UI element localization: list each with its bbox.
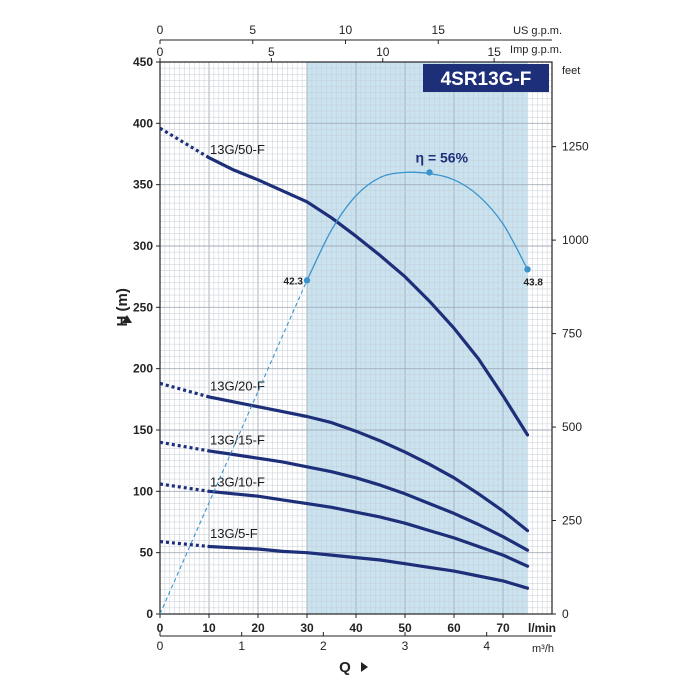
lmin-unit: l/min [528,621,556,635]
head-curves: 13G/50-F 13G/20-F 13G/15-F 13G/10-F 13G/5-F [159,126,530,590]
x-tick-label: 20 [251,621,265,635]
x-axis-title: Q [339,659,351,676]
efficiency-curve-dashed [159,280,308,615]
feet-tick-label: 1250 [562,140,589,154]
us-tick-label: 10 [339,23,353,37]
feet-tick-label: 750 [562,327,582,341]
m3h-tick-label: 2 [320,639,327,653]
m3h-unit: m³/h [532,643,554,655]
y-tick-label: 100 [133,484,153,498]
head-curve-line [207,449,530,552]
head-curve-dashed [159,440,210,453]
m3h-tick-label: 0 [157,639,164,653]
imp-gpm-unit: Imp g.p.m. [510,44,562,56]
head-curve-label: 13G/50-F [210,142,265,157]
imp-tick-label: 10 [376,45,390,59]
x-tick-label: 40 [349,621,363,635]
feet-tick-label: 0 [562,607,569,621]
head-curve-line [207,544,530,590]
efficiency-right-label: 43.8 [524,277,544,288]
feet-tick-label: 250 [562,514,582,528]
head-curve-label: 13G/15-F [210,433,265,448]
x-tick-label: 10 [202,621,216,635]
efficiency-peak-label: η = 56% [416,149,469,165]
x-tick-label: 0 [157,621,164,635]
us-tick-label: 0 [157,23,164,37]
imp-tick-label: 0 [157,45,164,59]
m3h-tick-label: 3 [402,639,409,653]
imp-tick-label: 5 [268,45,275,59]
head-curve-dashed [159,540,210,549]
y-tick-label: 250 [133,300,153,314]
y-tick-label: 400 [133,116,153,130]
grid [160,62,552,614]
y-tick-label: 150 [133,423,153,437]
x-tick-label: 70 [496,621,510,635]
m3h-tick-label: 1 [238,639,245,653]
y-tick-label: 200 [133,362,153,376]
y-tick-label: 0 [146,607,153,621]
us-gpm-unit: US g.p.m. [513,25,562,37]
feet-tick-label: 500 [562,420,582,434]
feet-unit: feet [562,65,580,77]
efficiency-marker [524,266,531,273]
us-tick-label: 15 [432,23,446,37]
y-tick-label: 300 [133,239,153,253]
efficiency-curve: 42.3 43.8 η = 56% [159,149,544,615]
axis-ticks: 0 10 20 30 40 50 60 700 1 2 3 40 5 10 150 5 10 1505010015… [133,23,589,653]
imp-tick-label: 15 [487,45,501,59]
head-curve-label: 13G/20-F [210,379,265,394]
model-title-box: 4SR13G-F [423,64,549,92]
efficiency-prefix: η = [416,149,441,165]
x-tick-label: 50 [398,621,412,635]
y-tick-label: 50 [140,546,154,560]
m3h-tick-label: 4 [483,639,490,653]
feet-tick-label: 1000 [562,233,589,247]
y-tick-label: 350 [133,178,153,192]
efficiency-curve-line [306,171,529,281]
y-tick-label: 450 [133,55,153,69]
x-tick-label: 60 [447,621,461,635]
head-curve-label: 13G/5-F [210,526,258,541]
efficiency-marker [303,277,311,284]
x-tick-label: 30 [300,621,314,635]
efficiency-peak-value: 56% [440,149,469,165]
head-curve-label: 13G/10-F [210,474,265,489]
head-curve-dashed [159,482,210,493]
efficiency-left-label: 42.3 [284,276,304,287]
head-curve-line [207,156,530,437]
y-axis-arrow-icon [122,315,132,323]
head-curve-line [207,489,530,568]
model-title: 4SR13G-F [441,69,532,90]
us-tick-label: 5 [249,23,256,37]
head-curve-line [207,395,530,533]
efficiency-marker [426,169,433,176]
head-curve-dashed [159,381,210,399]
model-title-background [423,64,549,92]
x-axis-arrow-icon [361,662,368,672]
